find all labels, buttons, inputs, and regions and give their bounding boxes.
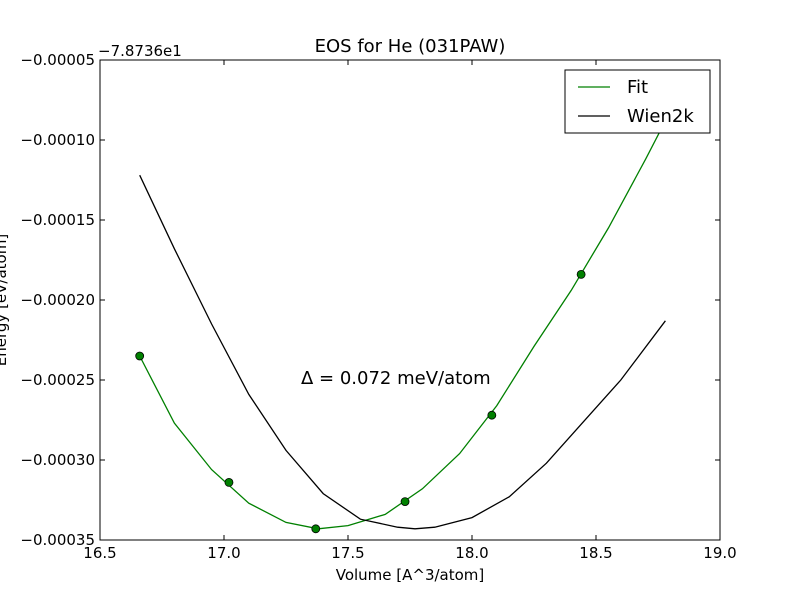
- axis-ticks: 16.5 17.0 17.5 18.0 18.5 19.0 −0.00005 −0.00010…: [20, 51, 736, 562]
- x-tick-label: 18.5: [579, 544, 612, 562]
- delta-annotation: Δ = 0.072 meV/atom: [301, 368, 491, 389]
- legend-fit-label: Fit: [627, 77, 648, 98]
- x-tick-label: 17.5: [331, 544, 364, 562]
- legend: Fit Wien2k: [564, 69, 711, 134]
- chart-title: EOS for He (031PAW): [315, 36, 506, 57]
- y-tick-label: −0.00030: [20, 451, 95, 469]
- x-tick-label: 16.5: [83, 544, 116, 562]
- x-tick-label: 19.0: [703, 544, 736, 562]
- legend-box: [564, 69, 711, 134]
- series-line-wien2k: [139, 174, 666, 530]
- plot-frame: [99, 59, 721, 541]
- fit-data-point: [576, 269, 586, 279]
- y-tick-label: −0.00005: [20, 51, 95, 69]
- x-tick-label: 17.0: [207, 544, 240, 562]
- y-tick-label: −0.00020: [20, 291, 95, 309]
- fit-data-point: [311, 524, 321, 534]
- y-tick-label: −0.00010: [20, 131, 95, 149]
- y-tick-label: −0.00025: [20, 371, 95, 389]
- y-axis-label: Energy [eV/atom]: [0, 234, 10, 366]
- y-tick-label: −0.00035: [20, 531, 95, 549]
- fit-data-point: [224, 477, 234, 487]
- fit-data-point: [400, 497, 410, 507]
- x-tick-label: 18.0: [455, 544, 488, 562]
- y-tick-label: −0.00015: [20, 211, 95, 229]
- series-line-fit: [139, 110, 671, 530]
- legend-wien2k-label: Wien2k: [627, 106, 694, 127]
- x-axis-label: Volume [A^3/atom]: [336, 566, 485, 584]
- y-offset-label: −7.8736e1: [98, 42, 182, 60]
- fit-data-point: [487, 410, 497, 420]
- plot-area: [135, 110, 671, 534]
- fit-data-point: [135, 351, 145, 361]
